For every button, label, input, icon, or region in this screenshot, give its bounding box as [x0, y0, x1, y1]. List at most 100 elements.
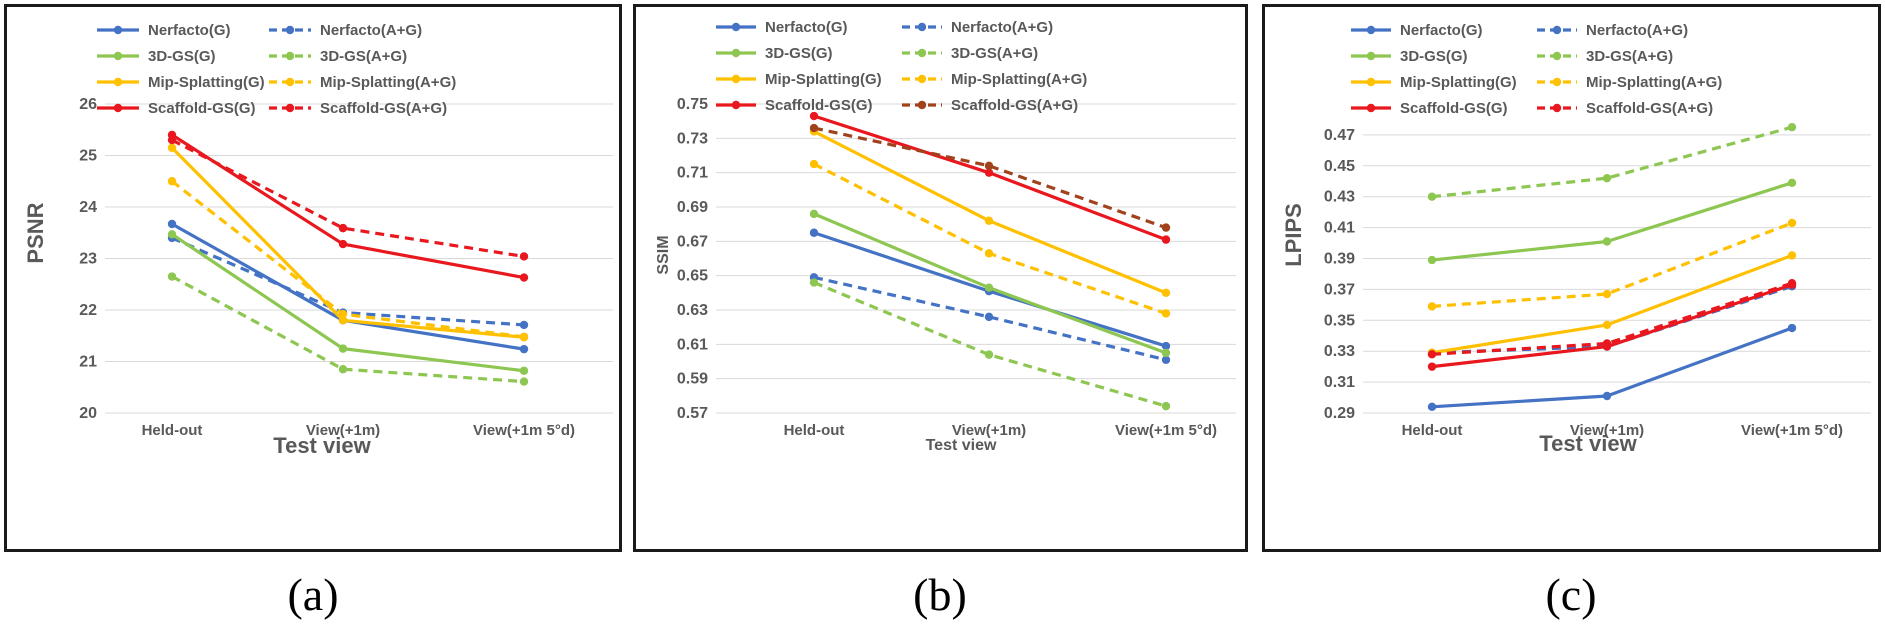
series-line	[171, 138, 525, 259]
y-tick-label: 0.33	[1324, 343, 1355, 360]
y-tick-label: 20	[79, 405, 97, 422]
legend-marker	[1366, 103, 1376, 113]
legend-entry: Nerfacto(A+G)	[1537, 22, 1688, 39]
data-point	[1602, 173, 1612, 183]
data-point	[984, 168, 994, 177]
data-point	[1161, 288, 1171, 298]
y-tick-label: 26	[79, 96, 97, 113]
legend-label: Scaffold-GS(G)	[148, 100, 256, 117]
lpips-line-chart: 0.29 0.31 0.33 0.35 0.37 0.39 0.41 0.43 0.45 0.47…	[1281, 22, 1871, 456]
legend-entry: Mip-Splatting(G)	[716, 71, 882, 88]
data-point	[519, 366, 529, 375]
legend-marker	[1552, 25, 1562, 35]
ssim-line-chart: 0.57 0.59 0.61 0.63 0.65 0.67 0.69 0.71 0.73 0.75…	[655, 19, 1236, 454]
legend-marker	[1366, 25, 1376, 35]
legend-entry: Nerfacto(A+G)	[902, 19, 1053, 36]
legend-entry: 3D-GS(G)	[716, 45, 833, 62]
series-mip-splatting-g	[167, 143, 529, 342]
data-point	[519, 320, 529, 330]
y-tick-label: 0.71	[677, 165, 708, 182]
legend-marker	[731, 48, 741, 58]
x-tick-label: View(+1m)	[1570, 422, 1644, 439]
legend-entry: Mip-Splatting(A+G)	[902, 71, 1087, 88]
series-scaffold-gs-a-g	[1427, 279, 1797, 359]
data-point	[338, 239, 348, 249]
data-point	[519, 377, 529, 386]
y-axis-title: PSNR	[23, 202, 48, 263]
x-axis-title: Test view	[926, 437, 997, 454]
legend-marker	[1552, 77, 1562, 87]
y-axis-title: SSIM	[655, 235, 672, 274]
data-point	[1161, 309, 1171, 318]
legend-entry: Scaffold-GS(A+G)	[269, 100, 447, 117]
series-line	[171, 133, 525, 280]
legend-entry: Nerfacto(G)	[716, 19, 848, 36]
series-scaffold-gs-a-g	[167, 135, 529, 261]
data-point	[167, 143, 177, 152]
legend-entry: Nerfacto(G)	[97, 22, 231, 39]
legend-label: 3D-GS(G)	[148, 48, 216, 65]
data-point	[1427, 192, 1437, 201]
series-line	[1431, 326, 1793, 409]
legend-marker	[1366, 77, 1376, 87]
legend-marker	[917, 22, 927, 32]
psnr-line-chart: 20 21 22 23 24 25 26 Held-out View(+1m) View(+1m …	[23, 22, 613, 458]
chart-panel-lpips: 0.29 0.31 0.33 0.35 0.37 0.39 0.41 0.43 0.45 0.47…	[1262, 4, 1881, 552]
series-mip-splatting-g	[809, 127, 1171, 298]
data-point	[984, 350, 994, 359]
legend-marker	[917, 100, 927, 110]
series-line	[813, 275, 1167, 362]
series-3d-gs-a-g	[809, 278, 1171, 411]
data-point	[1787, 122, 1797, 132]
legend-entry: 3D-GS(A+G)	[1537, 48, 1673, 65]
data-point	[1161, 341, 1171, 351]
legend-label: Scaffold-GS(A+G)	[1586, 100, 1713, 117]
legend-marker	[917, 74, 927, 84]
series-3d-gs-g	[1427, 178, 1797, 265]
series-mip-splatting-a-g	[167, 177, 529, 341]
series-scaffold-gs-a-g	[809, 123, 1171, 232]
y-tick-label: 0.59	[677, 371, 708, 388]
x-tick-label: View(+1m)	[952, 422, 1026, 439]
y-tick-label: 0.29	[1324, 405, 1355, 422]
x-tick-label: View(+1m 5°d)	[1741, 422, 1843, 439]
series-line	[171, 236, 525, 327]
legend-label: Mip-Splatting(A+G)	[320, 74, 456, 91]
data-point	[1161, 223, 1171, 232]
y-tick-label: 23	[79, 251, 97, 268]
data-point	[1427, 302, 1437, 311]
data-point	[809, 111, 819, 121]
data-point	[167, 230, 177, 239]
series-line	[813, 212, 1167, 355]
y-tick-label: 0.67	[677, 233, 708, 250]
legend-label: Nerfacto(A+G)	[320, 22, 422, 39]
data-point	[1787, 279, 1797, 288]
legend-marker	[113, 25, 123, 35]
x-axis-title: Test view	[273, 433, 371, 458]
data-point	[809, 209, 819, 219]
legend-entry: Scaffold-GS(G)	[1351, 100, 1508, 117]
legend-label: Mip-Splatting(G)	[148, 74, 265, 91]
series-line	[1431, 281, 1793, 356]
legend-label: Nerfacto(A+G)	[951, 19, 1053, 36]
x-tick-label: View(+1m 5°d)	[1115, 422, 1217, 439]
legend-label: Mip-Splatting(G)	[765, 71, 882, 88]
legend-label: Nerfacto(G)	[1400, 22, 1483, 39]
y-tick-label: 0.69	[677, 199, 708, 216]
series-line	[1431, 125, 1793, 199]
data-point	[519, 332, 529, 341]
legend-label: Scaffold-GS(G)	[1400, 100, 1508, 117]
y-tick-label: 0.41	[1324, 220, 1355, 237]
legend-marker	[1366, 51, 1376, 61]
legend-marker	[285, 25, 295, 35]
caption-b: (b)	[913, 569, 967, 620]
data-point	[984, 249, 994, 258]
legend-entry: 3D-GS(G)	[1351, 48, 1468, 65]
data-point	[1602, 320, 1612, 330]
legend-label: Nerfacto(G)	[148, 22, 231, 39]
data-point	[1427, 402, 1437, 412]
y-tick-label: 0.45	[1324, 158, 1355, 175]
data-point	[1161, 235, 1171, 244]
legend-label: Scaffold-GS(A+G)	[951, 97, 1078, 114]
x-tick-label: Held-out	[1402, 422, 1463, 439]
